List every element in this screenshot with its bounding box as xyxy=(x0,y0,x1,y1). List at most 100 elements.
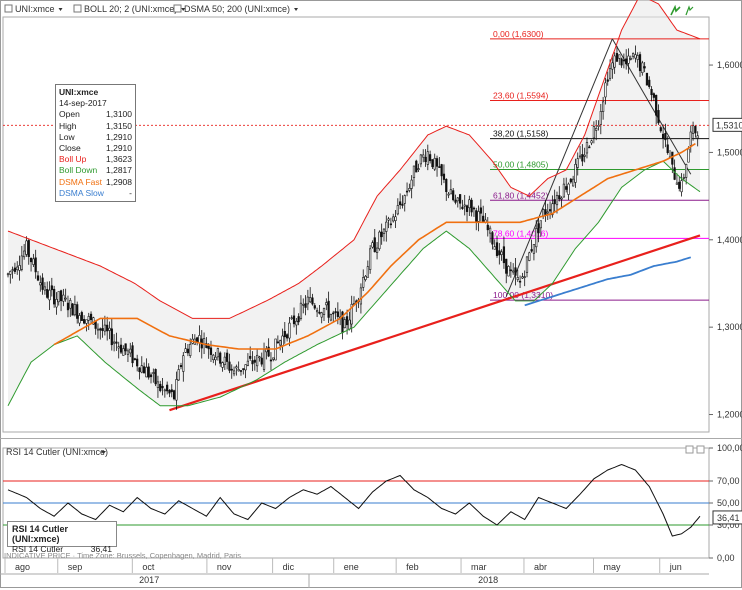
candle-body xyxy=(350,303,353,325)
rsi-last-badge xyxy=(712,510,742,525)
candle-body xyxy=(682,177,685,179)
candle-body xyxy=(696,135,699,139)
candle-body xyxy=(295,320,298,326)
candle-body xyxy=(445,178,448,193)
candle-body xyxy=(39,282,42,286)
legend-value: 1,2817 xyxy=(106,165,132,176)
candle-body xyxy=(332,312,335,315)
candle-body xyxy=(34,257,37,273)
candle-body xyxy=(25,240,28,255)
candle-body xyxy=(214,356,217,361)
candle-body xyxy=(369,248,372,270)
candle-body xyxy=(371,242,374,248)
candle-body xyxy=(671,151,674,165)
candle-body xyxy=(13,267,17,272)
candle-body xyxy=(567,183,570,195)
candle-body xyxy=(232,370,236,375)
candle-body xyxy=(304,303,307,308)
fib-level-label: 78,60 (1,4016) xyxy=(493,228,548,238)
header-checkbox[interactable] xyxy=(173,4,182,13)
last-price-badge xyxy=(712,117,742,132)
month-tick-label: nov xyxy=(217,562,232,572)
candle-body xyxy=(299,302,303,319)
candle-body xyxy=(396,205,399,215)
month-tick-label: oct xyxy=(142,562,155,572)
candle-body xyxy=(535,228,538,248)
candle-body xyxy=(269,359,273,362)
candle-body xyxy=(253,359,256,363)
candle-body xyxy=(221,362,224,368)
candle-body xyxy=(189,343,192,356)
candle-body xyxy=(292,315,296,325)
candle-body xyxy=(498,250,501,256)
candle-body xyxy=(85,319,88,324)
chevron-down-icon[interactable] xyxy=(294,8,299,11)
candle-body xyxy=(228,361,231,371)
candle-body xyxy=(345,316,349,326)
legend-label: DSMA Fast xyxy=(59,176,102,187)
candle-body xyxy=(509,269,512,272)
ohlc-legend: UNI:xmce 14-sep-2017 Open 1,3100 High 1,315… xyxy=(55,84,136,203)
candle-body xyxy=(523,276,526,278)
candle-body xyxy=(539,220,542,229)
header-label: BOLL 20; 2 (UNI:xmce) xyxy=(84,4,177,14)
rsi-axis-label: 50,00 xyxy=(717,498,740,508)
candle-body xyxy=(309,297,312,303)
candle-body xyxy=(242,368,245,370)
candle-body xyxy=(502,246,506,264)
bollinger-upper-line xyxy=(7,0,701,319)
candle-body xyxy=(625,58,628,65)
candle-body xyxy=(55,299,58,308)
fib-level-label: 38,20 (1,5158) xyxy=(493,129,548,139)
candle-body xyxy=(465,205,469,212)
main-plot-area xyxy=(2,16,710,433)
candle-body xyxy=(57,291,60,303)
candle-body xyxy=(119,344,123,353)
legend-label: DSMA Slow xyxy=(59,187,104,198)
candle-body xyxy=(449,189,452,195)
candle-body xyxy=(106,324,109,332)
header-menu-0[interactable]: UNI:xmce xyxy=(4,4,63,14)
candle-body xyxy=(318,311,321,314)
legend-value: 1,3100 xyxy=(106,109,132,120)
candle-body xyxy=(585,142,589,154)
candle-body xyxy=(207,345,210,350)
candle-body xyxy=(417,168,420,170)
panel-close-icon[interactable] xyxy=(696,445,705,454)
fib-level-label: 61,80 (1,4452) xyxy=(493,190,548,200)
candle-body xyxy=(32,258,35,265)
header-checkbox[interactable] xyxy=(73,4,82,13)
candle-body xyxy=(412,165,416,178)
header-menu-1[interactable]: BOLL 20; 2 (UNI:xmce) xyxy=(73,4,186,14)
chevron-down-icon[interactable] xyxy=(101,451,106,454)
legend-label: Boll Up xyxy=(59,154,87,165)
candle-body xyxy=(597,124,600,127)
legend-value: - xyxy=(129,187,132,198)
candle-body xyxy=(48,289,51,301)
year-label: 2017 xyxy=(139,575,159,585)
candle-body xyxy=(431,159,434,168)
candle-body xyxy=(470,199,473,213)
trend-arrow-icon xyxy=(670,4,681,16)
candle-body xyxy=(613,55,616,68)
chevron-down-icon[interactable] xyxy=(181,8,186,11)
candle-body xyxy=(512,270,515,273)
candle-body xyxy=(343,319,346,329)
candle-body xyxy=(163,389,166,392)
legend-row-low: Low 1,2910 xyxy=(59,132,132,143)
candle-body xyxy=(576,158,579,168)
candle-body xyxy=(184,348,187,353)
header-menu-2[interactable]: DSMA 50; 200 (UNI:xmce) xyxy=(173,4,299,14)
candle-body xyxy=(159,383,162,391)
candle-body xyxy=(588,146,591,149)
candle-body xyxy=(415,160,418,173)
panel-maximize-icon[interactable] xyxy=(685,445,694,454)
candle-body xyxy=(629,58,632,60)
candle-body xyxy=(641,62,644,73)
legend-title: UNI:xmce xyxy=(59,87,99,97)
chevron-down-icon[interactable] xyxy=(58,8,63,11)
candle-body xyxy=(477,211,480,222)
header-checkbox[interactable] xyxy=(4,4,13,13)
